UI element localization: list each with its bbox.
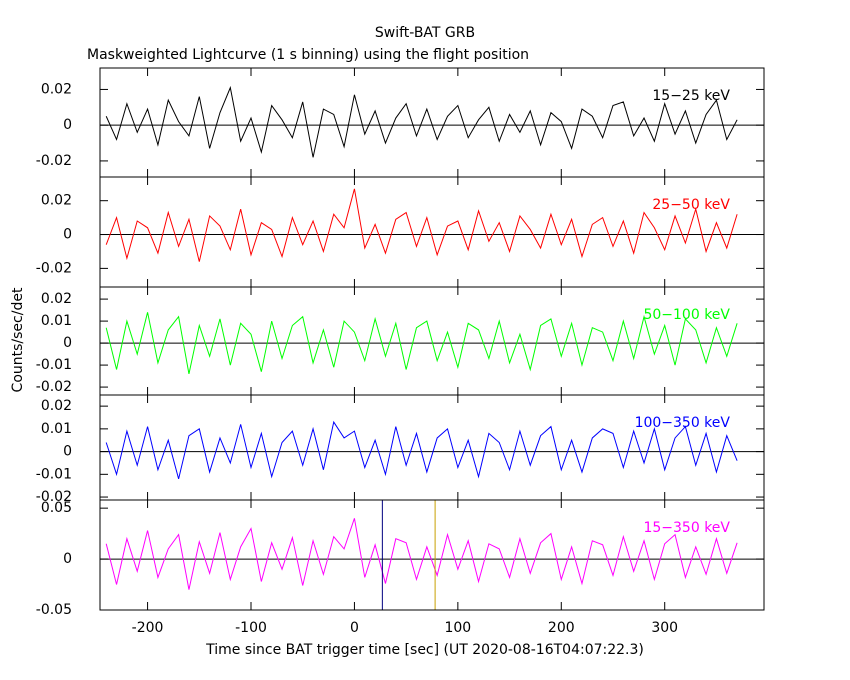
x-tick-label: -200 xyxy=(132,620,164,636)
lightcurve xyxy=(105,518,738,590)
x-tick-label: -100 xyxy=(235,620,267,636)
y-tick-label: 0.02 xyxy=(41,81,72,97)
panel-frame xyxy=(99,499,765,611)
y-tick-label: -0.01 xyxy=(36,466,72,482)
chart-subtitle: Maskweighted Lightcurve (1 s binning) us… xyxy=(87,47,529,63)
x-tick-label: 100 xyxy=(444,620,471,636)
y-tick-label: 0 xyxy=(63,227,72,243)
y-tick-label: 0.01 xyxy=(41,421,72,437)
y-tick-label: 0.05 xyxy=(41,500,72,516)
y-axis-label: Counts/sec/det xyxy=(10,287,26,392)
y-tick-label: 0 xyxy=(63,117,72,133)
y-tick-label: 0.02 xyxy=(41,291,72,307)
y-tick-label: 0 xyxy=(63,551,72,567)
lightcurve xyxy=(105,85,738,158)
band-label: 15−25 keV xyxy=(652,88,730,104)
y-tick-label: 0 xyxy=(63,444,72,460)
y-tick-label: 0.02 xyxy=(41,193,72,209)
x-tick-label: 200 xyxy=(548,620,575,636)
band-label: 15−350 keV xyxy=(643,520,730,536)
x-tick-label: 0 xyxy=(350,620,359,636)
y-tick-label: -0.02 xyxy=(36,260,72,276)
x-tick-label: 300 xyxy=(651,620,678,636)
y-tick-label: -0.02 xyxy=(36,379,72,395)
y-tick-label: -0.02 xyxy=(36,153,72,169)
y-tick-label: -0.05 xyxy=(36,602,72,618)
y-tick-label: 0.01 xyxy=(41,313,72,329)
y-tick-label: -0.01 xyxy=(36,357,72,373)
lightcurve xyxy=(105,188,738,262)
y-tick-label: 0 xyxy=(63,335,72,351)
band-label: 25−50 keV xyxy=(652,197,730,213)
x-axis-label: Time since BAT trigger time [sec] (UT 20… xyxy=(205,642,644,658)
y-tick-label: 0.02 xyxy=(41,398,72,414)
band-label: 100−350 keV xyxy=(635,415,731,431)
lightcurve xyxy=(105,312,738,374)
lightcurve xyxy=(105,420,738,479)
band-label: 50−100 keV xyxy=(643,307,730,323)
y-tick-label: -0.02 xyxy=(36,489,72,505)
chart-title: Swift-BAT GRB xyxy=(375,25,475,41)
